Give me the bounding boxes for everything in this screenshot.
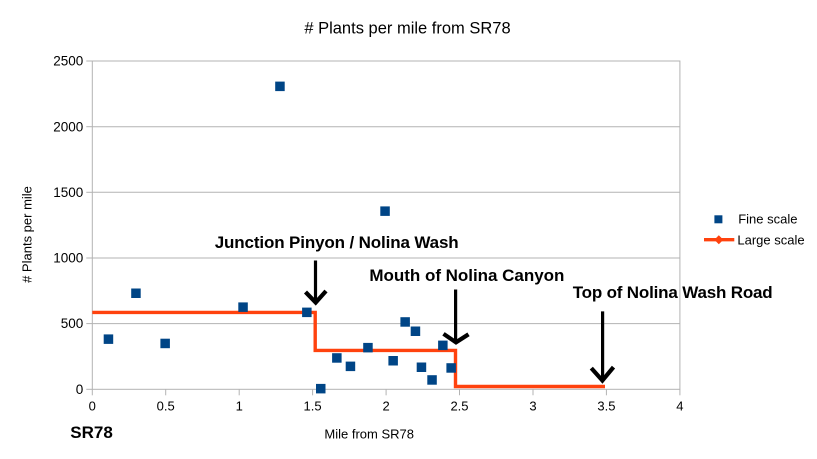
svg-text:0.5: 0.5 bbox=[157, 398, 175, 413]
svg-text:2500: 2500 bbox=[53, 54, 83, 69]
svg-text:Fine scale: Fine scale bbox=[738, 212, 797, 227]
svg-text:Top of Nolina Wash Road: Top of Nolina Wash Road bbox=[573, 283, 773, 302]
svg-text:2.5: 2.5 bbox=[450, 398, 468, 413]
svg-text:3.5: 3.5 bbox=[597, 398, 615, 413]
svg-text:# Plants per mile: # Plants per mile bbox=[20, 186, 35, 283]
svg-text:1000: 1000 bbox=[53, 251, 83, 266]
svg-text:SR78: SR78 bbox=[70, 423, 113, 442]
svg-text:1500: 1500 bbox=[53, 185, 83, 200]
svg-text:Large scale: Large scale bbox=[737, 233, 804, 248]
svg-text:Mile from SR78: Mile from SR78 bbox=[324, 426, 414, 441]
svg-text:# Plants per mile from SR78: # Plants per mile from SR78 bbox=[304, 19, 510, 37]
svg-text:2: 2 bbox=[382, 398, 389, 413]
svg-text:Junction Pinyon / Nolina Wash: Junction Pinyon / Nolina Wash bbox=[215, 233, 459, 252]
svg-text:0: 0 bbox=[89, 398, 96, 413]
svg-text:0: 0 bbox=[76, 382, 84, 397]
svg-text:1.5: 1.5 bbox=[304, 398, 322, 413]
svg-text:4: 4 bbox=[676, 398, 683, 413]
svg-text:3: 3 bbox=[529, 398, 536, 413]
svg-text:500: 500 bbox=[61, 316, 84, 331]
svg-text:Mouth of Nolina Canyon: Mouth of Nolina Canyon bbox=[369, 266, 564, 285]
svg-text:2000: 2000 bbox=[53, 119, 83, 134]
svg-text:1: 1 bbox=[236, 398, 243, 413]
